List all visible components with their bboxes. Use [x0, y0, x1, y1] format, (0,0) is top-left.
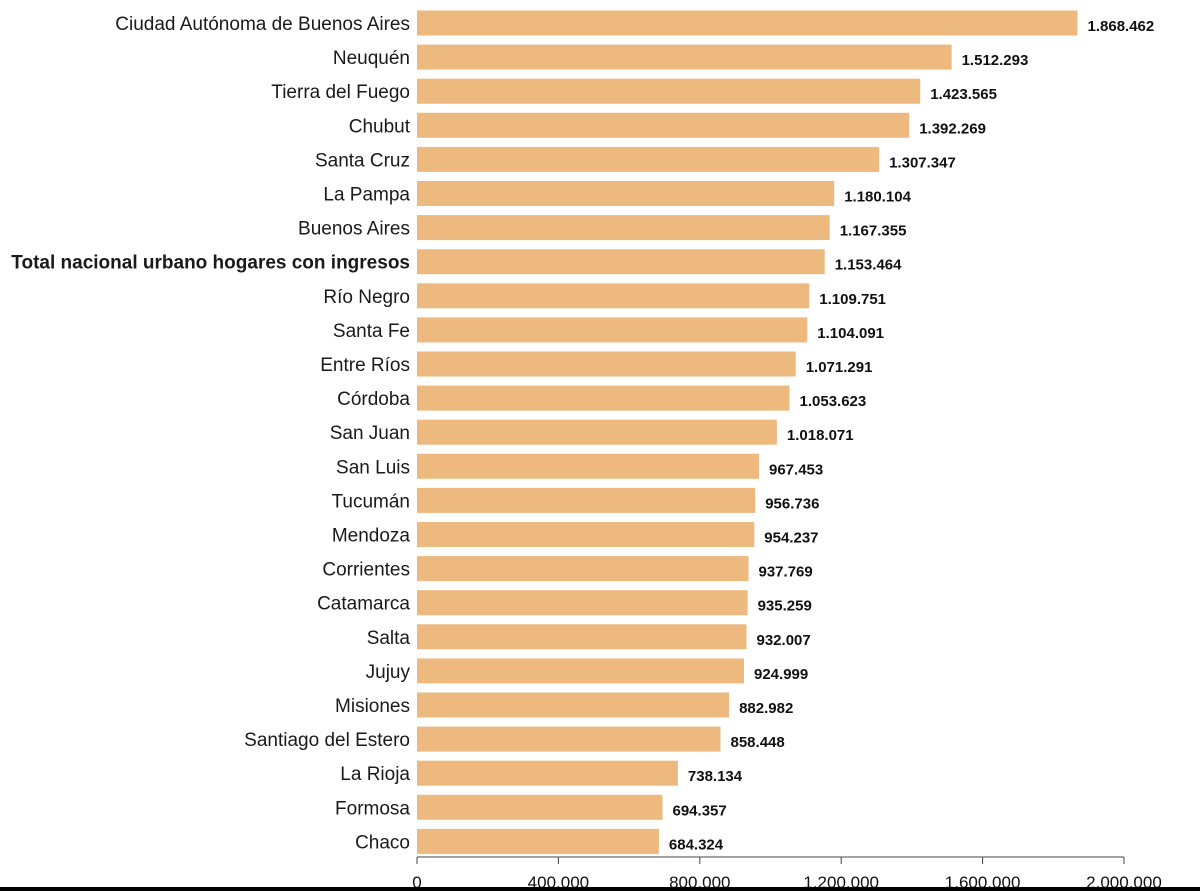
bar [417, 78, 921, 104]
bar [417, 692, 730, 718]
bar [417, 112, 910, 138]
category-label: Total nacional urbano hogares con ingres… [11, 253, 410, 274]
x-axis: 0 400.000 800.000 1.200.000 1.600.000 2.000.0… [412, 856, 1162, 891]
category-label: Salta [367, 628, 411, 649]
category-label: La Rioja [340, 764, 410, 785]
data-label: 1.868.462 [1088, 18, 1155, 35]
x-tick-label: 0 [412, 873, 421, 891]
data-label: 1.153.464 [835, 257, 902, 274]
x-tick-label: 400.000 [528, 873, 589, 891]
data-label: 924.999 [754, 666, 808, 683]
bar [417, 522, 755, 547]
category-label: San Juan [330, 423, 410, 444]
category-label: Tucumán [332, 491, 411, 512]
bar [417, 385, 790, 411]
data-label: 1.180.104 [844, 189, 911, 206]
data-label: 954.237 [764, 530, 818, 547]
data-label: 1.018.071 [787, 427, 854, 444]
bar [417, 760, 678, 786]
category-label: Córdoba [337, 389, 410, 410]
category-label: Tierra del Fuego [271, 82, 410, 103]
data-label: 1.307.347 [889, 154, 956, 171]
data-label: 1.104.091 [817, 325, 884, 342]
value-labels: 1.868.462 1.512.293 1.423.565 1.392.269 1.30… [669, 18, 1154, 853]
bar [417, 828, 659, 854]
data-label: 738.134 [688, 768, 743, 785]
x-tick-label: 800.000 [669, 873, 730, 891]
bar [417, 487, 756, 513]
bar [417, 658, 744, 684]
category-label: Santiago del Estero [244, 730, 410, 751]
bar [417, 181, 835, 206]
bottom-rule [0, 887, 1200, 891]
category-label: La Pampa [323, 185, 410, 206]
category-label: Jujuy [366, 662, 411, 683]
data-label: 956.736 [765, 495, 819, 512]
category-labels: Ciudad Autónoma de Buenos Aires Neuquén Ti… [11, 14, 410, 853]
bar [417, 624, 747, 650]
category-label: Chaco [355, 832, 410, 853]
data-label: 937.769 [759, 564, 813, 581]
data-label: 1.109.751 [819, 291, 886, 308]
bar [417, 249, 825, 275]
data-label: 967.453 [769, 461, 823, 478]
data-label: 935.259 [758, 598, 812, 615]
bar [417, 726, 721, 752]
category-label: Buenos Aires [298, 219, 410, 240]
category-label: Corrientes [322, 560, 410, 581]
bar [417, 44, 952, 70]
x-tick-label: 1.200.000 [803, 873, 879, 891]
bar [417, 146, 880, 172]
category-label: Neuquén [333, 48, 410, 69]
bar [417, 351, 796, 377]
bar [417, 419, 777, 445]
data-label: 1.392.269 [919, 120, 986, 137]
category-label: Chubut [349, 116, 411, 137]
bar [417, 453, 759, 479]
bars-layer [417, 10, 1078, 854]
data-label: 882.982 [739, 700, 793, 717]
bar [417, 215, 830, 241]
category-label: San Luis [336, 457, 410, 478]
category-label: Formosa [335, 798, 410, 819]
category-label: Misiones [335, 696, 410, 717]
data-label: 932.007 [757, 632, 811, 649]
category-label: Ciudad Autónoma de Buenos Aires [115, 14, 410, 35]
category-label: Entre Ríos [320, 355, 410, 376]
data-label: 1.167.355 [840, 223, 907, 240]
category-label: Río Negro [323, 287, 410, 308]
data-label: 1.071.291 [806, 359, 873, 376]
category-label: Mendoza [332, 526, 411, 547]
bar [417, 556, 749, 582]
data-label: 1.423.565 [930, 86, 997, 103]
data-label: 684.324 [669, 836, 724, 853]
x-tick-label: 2.000.000 [1086, 873, 1162, 891]
bar [417, 590, 748, 616]
category-label: Santa Cruz [315, 150, 410, 171]
data-label: 1.512.293 [962, 52, 1029, 69]
data-label: 694.357 [673, 802, 727, 819]
data-label: 858.448 [731, 734, 785, 751]
bar [417, 10, 1078, 36]
bar [417, 317, 808, 343]
bar [417, 283, 810, 309]
category-label: Santa Fe [333, 321, 410, 342]
x-tick-label: 1.600.000 [945, 873, 1021, 891]
bar [417, 794, 663, 820]
category-label: Catamarca [317, 594, 410, 615]
data-label: 1.053.623 [800, 393, 867, 410]
